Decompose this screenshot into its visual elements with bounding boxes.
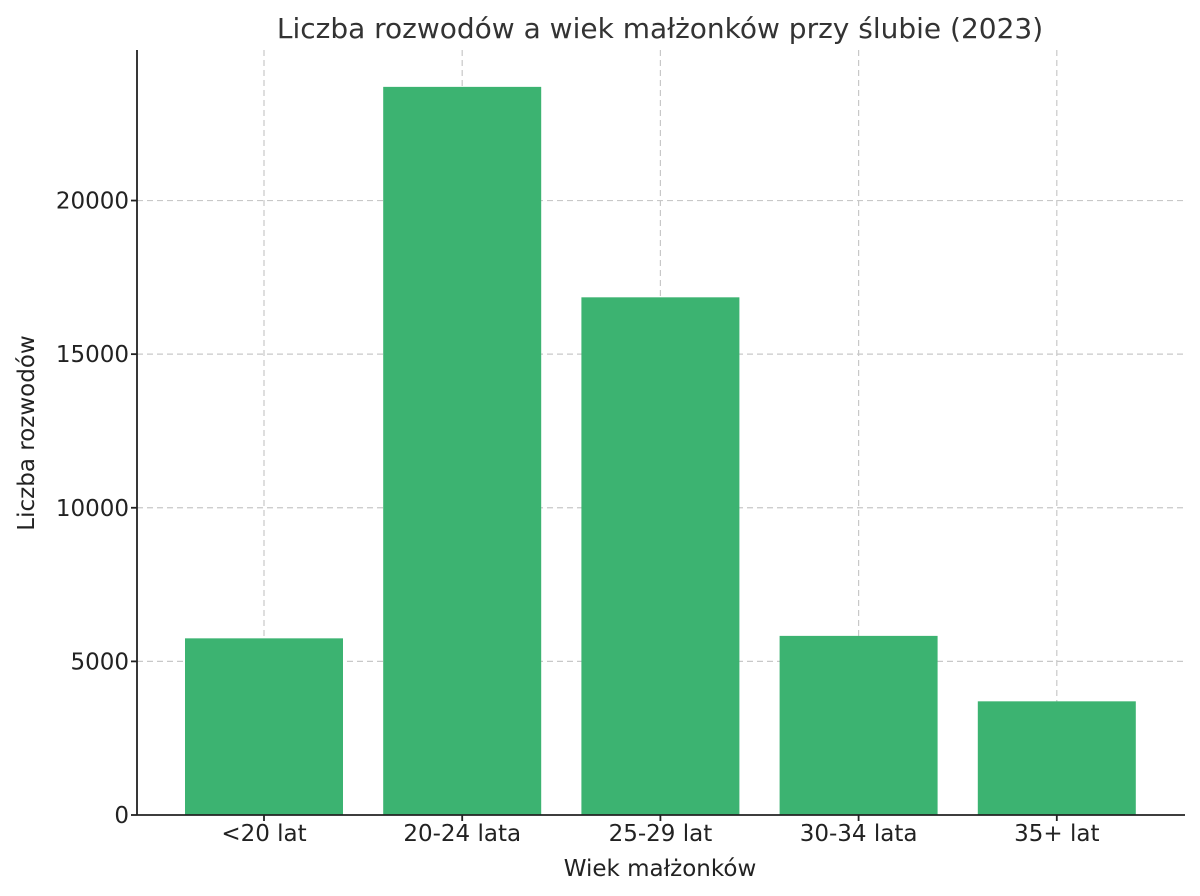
- x-axis-title: Wiek małżonków: [564, 856, 757, 882]
- bar: [383, 86, 542, 815]
- y-tick-label: 20000: [56, 189, 129, 215]
- bar: [977, 701, 1136, 815]
- chart-title: Liczba rozwodów a wiek małżonków przy śl…: [277, 12, 1043, 45]
- y-axis-title: Liczba rozwodów: [14, 335, 40, 530]
- x-tick-label: <20 lat: [221, 821, 306, 847]
- x-tick-label: 30-34 lata: [800, 821, 918, 847]
- bar: [779, 635, 938, 815]
- x-tick-label: 20-24 lata: [403, 821, 521, 847]
- bar: [581, 297, 740, 815]
- y-tick-label: 5000: [70, 649, 129, 675]
- bar-layer: [185, 86, 1136, 815]
- y-tick-label: 0: [114, 803, 129, 829]
- x-tick-label: 25-29 lat: [609, 821, 713, 847]
- y-tick-label: 15000: [56, 342, 129, 368]
- y-tick-label: 10000: [56, 496, 129, 522]
- bar: [185, 638, 343, 815]
- x-tick-label: 35+ lat: [1014, 821, 1099, 847]
- tick-layer: 0 5000 10000 15000 20000 <20 lat 20-24 lata 25-…: [56, 189, 1100, 847]
